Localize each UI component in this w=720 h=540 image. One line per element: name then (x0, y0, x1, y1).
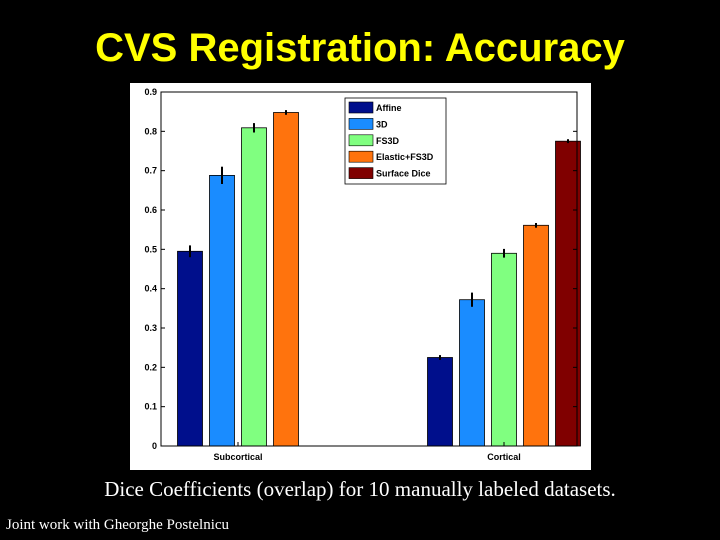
y-tick-label: 0 (152, 441, 157, 451)
legend-label-elastic-fs3d: Elastic+FS3D (376, 152, 434, 162)
bar-elastic-fs3d-cortical (523, 224, 549, 447)
bar-elastic-fs3d-subcortical (273, 112, 299, 447)
y-tick-label: 0.2 (144, 362, 157, 372)
credit-footnote: Joint work with Gheorghe Postelnicu (6, 517, 230, 533)
legend-layer: Affine 3D FS3D Elastic+FS3D Surface Dice (344, 97, 447, 185)
axes-layer: 0 0.1 0.2 0.3 0.4 0.5 0.6 0.7 0.8 0.9 Subcortical C… (144, 87, 578, 462)
legend-swatch-surface-dice (348, 167, 374, 179)
slide-title: CVS Registration: Accuracy (95, 26, 625, 70)
y-tick-label: 0.8 (144, 126, 157, 136)
y-tick-label: 0.6 (144, 205, 157, 215)
y-tick-label: 0.3 (144, 323, 157, 333)
x-tick-label-cortical: Cortical (487, 452, 521, 462)
legend-label-3d: 3D (376, 119, 388, 129)
y-tick-label: 0.9 (144, 87, 157, 97)
y-tick-label: 0.1 (144, 402, 157, 412)
y-tick-label: 0.4 (144, 284, 157, 294)
axes-box (160, 91, 578, 447)
legend-swatch-affine (348, 101, 374, 114)
y-tick-label: 0.7 (144, 166, 157, 176)
legend-label-fs3d: FS3D (376, 136, 400, 146)
legend-swatch-elastic-fs3d (348, 150, 374, 163)
bar-surface-dice-cortical (555, 140, 581, 447)
bar-affine-subcortical (177, 250, 203, 447)
legend-swatch-fs3d (348, 134, 374, 147)
x-tick-label-subcortical: Subcortical (213, 452, 262, 462)
legend-label-surface-dice: Surface Dice (376, 169, 431, 179)
legend-label-affine: Affine (376, 103, 402, 113)
bar-3d-subcortical (209, 175, 235, 447)
legend-swatch-3d (348, 118, 374, 130)
dice-bar-chart: 0 0.1 0.2 0.3 0.4 0.5 0.6 0.7 0.8 0.9 Subcortical C… (144, 87, 581, 462)
chart-caption: Dice Coefficients (overlap) for 10 manua… (104, 477, 616, 501)
bar-fs3d-cortical (491, 252, 517, 447)
bar-affine-cortical (427, 357, 453, 447)
bar-3d-cortical (459, 299, 485, 447)
bar-fs3d-subcortical (241, 127, 267, 447)
chart-panel: 0 0.1 0.2 0.3 0.4 0.5 0.6 0.7 0.8 0.9 Subcortical C… (130, 83, 591, 470)
y-tick-label: 0.5 (144, 244, 157, 254)
